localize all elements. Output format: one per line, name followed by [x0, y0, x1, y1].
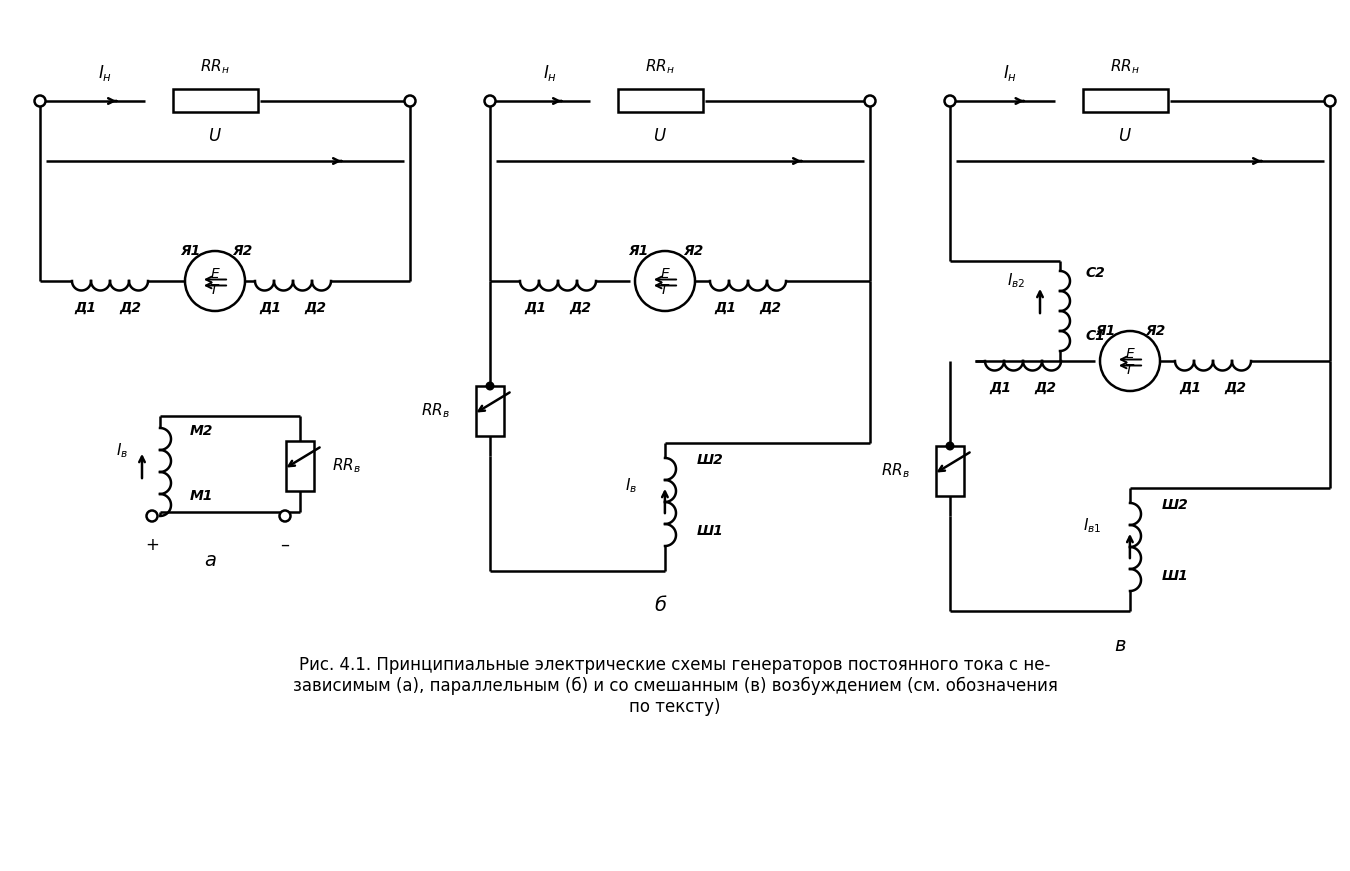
Text: Д1: Д1 [259, 301, 281, 315]
Circle shape [1100, 331, 1160, 391]
Text: $RR_в$: $RR_в$ [882, 462, 910, 480]
Circle shape [405, 96, 416, 106]
Text: Д1: Д1 [714, 301, 736, 315]
Text: $E$: $E$ [660, 267, 671, 280]
Circle shape [1324, 96, 1335, 106]
Text: $E$: $E$ [209, 267, 220, 280]
Circle shape [634, 251, 695, 311]
Text: Д2: Д2 [1034, 381, 1056, 395]
Bar [173, 90, 258, 112]
Circle shape [185, 251, 244, 311]
Text: $E$: $E$ [1125, 347, 1135, 361]
Text: $RR_н$: $RR_н$ [645, 57, 675, 76]
Text: Я2: Я2 [1145, 324, 1165, 338]
Text: $T$: $T$ [209, 282, 220, 296]
Text: Рис. 4.1. Принципиальные электрические схемы генераторов постоянного тока с не-
: Рис. 4.1. Принципиальные электрические с… [293, 656, 1057, 716]
Text: в: в [1114, 636, 1126, 655]
Circle shape [486, 382, 494, 390]
Text: $I_{в2}$: $I_{в2}$ [1007, 272, 1025, 290]
Bar [936, 446, 964, 496]
Circle shape [485, 96, 495, 106]
Text: Я1: Я1 [180, 244, 200, 258]
Text: $U$: $U$ [1118, 127, 1131, 145]
Text: Д1: Д1 [74, 301, 96, 315]
Text: $U$: $U$ [208, 127, 221, 145]
Text: Д2: Д2 [304, 301, 325, 315]
Text: Ш1: Ш1 [1162, 569, 1189, 583]
Text: $T$: $T$ [659, 282, 671, 296]
Text: $RR_в$: $RR_в$ [332, 456, 360, 476]
Bar [477, 386, 504, 436]
Text: $T$: $T$ [1125, 362, 1135, 376]
Circle shape [35, 96, 46, 106]
Text: +: + [144, 536, 159, 554]
Bar [617, 90, 702, 112]
Text: Ш2: Ш2 [697, 453, 724, 467]
Circle shape [945, 96, 956, 106]
Text: $I_н$: $I_н$ [1003, 63, 1017, 83]
Text: –: – [281, 536, 289, 554]
Text: Д1: Д1 [524, 301, 545, 315]
Text: $I_н$: $I_н$ [99, 63, 112, 83]
Circle shape [147, 510, 158, 522]
Circle shape [279, 510, 290, 522]
Text: $I_{в1}$: $I_{в1}$ [1084, 517, 1102, 536]
Text: Ш2: Ш2 [1162, 498, 1189, 512]
Text: $U$: $U$ [653, 127, 667, 145]
Text: Д2: Д2 [119, 301, 140, 315]
Text: C2: C2 [1085, 266, 1104, 280]
Text: Я1: Я1 [1095, 324, 1115, 338]
Text: а: а [204, 551, 216, 570]
Text: $RR_н$: $RR_н$ [1110, 57, 1139, 76]
Text: C1: C1 [1085, 329, 1104, 343]
Text: Д2: Д2 [759, 301, 782, 315]
Text: Я2: Я2 [232, 244, 252, 258]
Text: M2: M2 [190, 424, 213, 438]
Text: Ш1: Ш1 [697, 524, 724, 538]
Text: $I_в$: $I_в$ [625, 476, 637, 496]
Text: Я2: Я2 [683, 244, 703, 258]
Text: Д1: Д1 [1179, 381, 1202, 395]
Text: $I_в$: $I_в$ [116, 442, 128, 461]
Text: $RR_в$: $RR_в$ [421, 402, 450, 421]
Text: M1: M1 [190, 489, 213, 503]
Bar [1083, 90, 1168, 112]
Circle shape [946, 442, 954, 449]
Text: Д2: Д2 [568, 301, 591, 315]
Circle shape [864, 96, 876, 106]
Text: Д2: Д2 [1224, 381, 1246, 395]
Bar [286, 441, 315, 491]
Text: $I_н$: $I_н$ [543, 63, 558, 83]
Text: Я1: Я1 [628, 244, 648, 258]
Text: $RR_н$: $RR_н$ [200, 57, 230, 76]
Text: Д1: Д1 [990, 381, 1011, 395]
Text: б: б [653, 596, 666, 615]
